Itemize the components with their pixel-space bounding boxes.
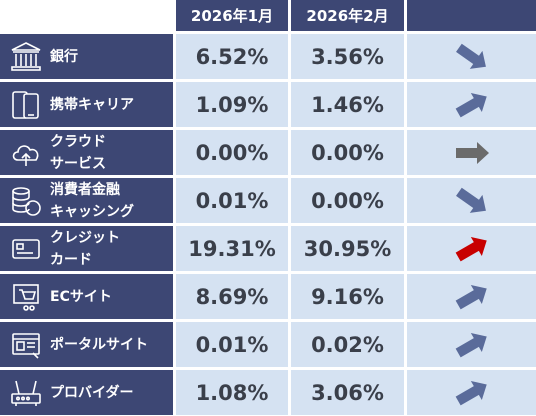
row-label-line1: 消費者金融 <box>50 181 120 198</box>
row-label-text: ECサイト <box>50 286 112 308</box>
router-icon <box>8 375 44 411</box>
value-feb: 0.00% <box>291 178 404 223</box>
row-label-text: クラウド サービス <box>50 131 106 175</box>
row-label-line2: キャッシング <box>50 203 134 220</box>
header-month2: 2026年2月 <box>291 0 404 31</box>
shopping-cart-icon <box>8 279 44 315</box>
row-label-text: プロバイダー <box>50 382 133 404</box>
table-row: クラウド サービス 0.00% 0.00% <box>0 130 536 175</box>
trend-cell <box>407 82 536 127</box>
trend-up-red-arrow-icon <box>455 236 487 261</box>
credit-card-icon <box>8 231 44 267</box>
table-row: ECサイト 8.69% 9.16% <box>0 274 536 319</box>
row-label-line1: 携帯キャリア <box>50 96 134 113</box>
cloud-upload-icon <box>8 135 44 171</box>
row-label: クラウド サービス <box>0 130 173 175</box>
row-label-text: クレジット カード <box>50 227 120 271</box>
row-label-text: 銀行 <box>50 46 78 68</box>
trend-cell <box>407 34 536 79</box>
row-label: 銀行 <box>0 34 173 79</box>
row-label-line1: ECサイト <box>50 288 112 305</box>
trend-cell <box>407 130 536 175</box>
trend-cell <box>407 370 536 415</box>
trend-cell <box>407 178 536 223</box>
value-feb: 1.46% <box>291 82 404 127</box>
table-row: 消費者金融 キャッシング 0.01% 0.00% <box>0 178 536 223</box>
value-jan: 0.01% <box>176 322 288 367</box>
value-feb: 0.00% <box>291 130 404 175</box>
web-portal-icon <box>8 327 44 363</box>
row-label-line2: サービス <box>50 155 106 172</box>
value-jan: 8.69% <box>176 274 288 319</box>
value-jan: 1.09% <box>176 82 288 127</box>
table-row: 銀行 6.52% 3.56% <box>0 34 536 79</box>
trend-up-arrow-icon <box>455 284 487 309</box>
trend-cell <box>407 226 536 271</box>
header-month1: 2026年1月 <box>176 0 288 31</box>
value-feb: 9.16% <box>291 274 404 319</box>
value-jan: 1.08% <box>176 370 288 415</box>
value-feb: 0.02% <box>291 322 404 367</box>
row-label: 消費者金融 キャッシング <box>0 178 173 223</box>
row-label: ポータルサイト <box>0 322 173 367</box>
value-feb: 3.56% <box>291 34 404 79</box>
row-label-line1: プロバイダー <box>50 384 134 401</box>
row-label-line1: ポータルサイト <box>50 336 148 353</box>
value-jan: 0.01% <box>176 178 288 223</box>
row-label-line2: カード <box>50 251 92 268</box>
row-label-text: 携帯キャリア <box>50 94 134 116</box>
table-row: ポータルサイト 0.01% 0.02% <box>0 322 536 367</box>
value-jan: 6.52% <box>176 34 288 79</box>
trend-up-arrow-icon <box>455 332 487 357</box>
value-feb: 30.95% <box>291 226 404 271</box>
trend-flat-arrow-icon <box>456 141 489 164</box>
row-label-text: ポータルサイト <box>50 334 148 356</box>
row-label-line1: 銀行 <box>50 48 78 65</box>
row-label: ECサイト <box>0 274 173 319</box>
table-row: 携帯キャリア 1.09% 1.46% <box>0 82 536 127</box>
value-jan: 0.00% <box>176 130 288 175</box>
trend-cell <box>407 322 536 367</box>
coin-stack-icon <box>8 183 44 219</box>
value-feb: 3.06% <box>291 370 404 415</box>
row-label: プロバイダー <box>0 370 173 415</box>
row-label: クレジット カード <box>0 226 173 271</box>
header-trend <box>407 0 536 31</box>
mobile-phone-icon <box>8 87 44 123</box>
row-label-line1: クレジット <box>50 229 120 246</box>
table-row: プロバイダー 1.08% 3.06% <box>0 370 536 415</box>
trend-up-arrow-icon <box>455 380 487 405</box>
row-label-line1: クラウド <box>50 133 106 150</box>
value-jan: 19.31% <box>176 226 288 271</box>
bank-icon <box>8 39 44 75</box>
trend-down-arrow-icon <box>456 43 486 69</box>
table-row: クレジット カード 19.31% 30.95% <box>0 226 536 271</box>
trend-cell <box>407 274 536 319</box>
row-label-text: 消費者金融 キャッシング <box>50 179 134 223</box>
table-header: 2026年1月 2026年2月 <box>176 0 536 31</box>
trend-down-arrow-icon <box>456 187 486 213</box>
row-label: 携帯キャリア <box>0 82 173 127</box>
trend-up-arrow-icon <box>455 92 487 117</box>
